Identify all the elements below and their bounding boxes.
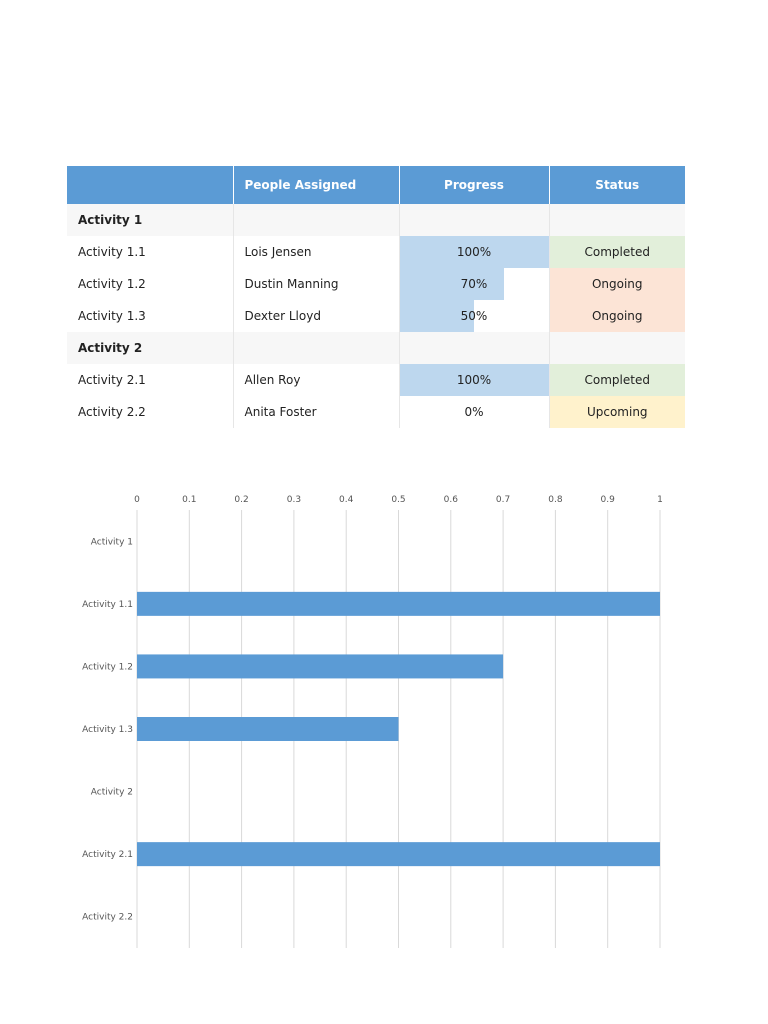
table-row: Activity 1.3 Dexter Lloyd 50% Ongoing	[67, 300, 685, 332]
activity-name: Activity 2.1	[67, 364, 234, 396]
x-tick-label: 0.4	[339, 495, 354, 505]
group-empty-cell	[233, 204, 400, 236]
progress-fill	[399, 300, 474, 332]
table-row: Activity 2.2 Anita Foster 0% Upcoming	[67, 396, 685, 428]
progress-fill	[399, 364, 549, 396]
progress-cell: 100%	[399, 364, 550, 396]
group-row: Activity 2	[67, 332, 685, 364]
group-name: Activity 2	[67, 332, 234, 364]
header-activity	[67, 166, 234, 204]
group-empty-cell	[549, 204, 685, 236]
header-progress: Progress	[399, 166, 550, 204]
status-badge: Upcoming	[549, 396, 685, 428]
y-category-label: Activity 1.2	[82, 662, 133, 672]
person-assigned: Lois Jensen	[233, 236, 400, 268]
progress-label: 50%	[460, 309, 488, 323]
activity-name: Activity 1.2	[67, 268, 234, 300]
status-badge: Completed	[549, 364, 685, 396]
table-header-row: People Assigned Progress Status	[67, 166, 685, 204]
y-category-label: Activity 1.1	[82, 600, 133, 610]
progress-label: 100%	[456, 373, 492, 387]
person-assigned: Dustin Manning	[233, 268, 400, 300]
group-empty-cell	[399, 204, 550, 236]
progress-cell: 70%	[399, 268, 550, 300]
table-row: Activity 1.2 Dustin Manning 70% Ongoing	[67, 268, 685, 300]
activity-name: Activity 1.1	[67, 236, 234, 268]
group-row: Activity 1	[67, 204, 685, 236]
x-tick-label: 0.5	[391, 495, 405, 505]
header-status: Status	[549, 166, 685, 204]
group-empty-cell	[399, 332, 550, 364]
y-category-label: Activity 2.2	[82, 913, 133, 923]
table-row: Activity 2.1 Allen Roy 100% Completed	[67, 364, 685, 396]
bar	[137, 842, 660, 867]
group-name: Activity 1	[67, 204, 234, 236]
person-assigned: Anita Foster	[233, 396, 400, 428]
person-assigned: Dexter Lloyd	[233, 300, 400, 332]
y-category-label: Activity 2.1	[82, 850, 133, 860]
y-category-label: Activity 2	[91, 788, 133, 798]
progress-fill	[399, 236, 549, 268]
progress-label: 0%	[464, 405, 484, 419]
x-tick-label: 1	[657, 495, 663, 505]
activity-table: People Assigned Progress Status Activity…	[67, 166, 685, 428]
activity-name: Activity 2.2	[67, 396, 234, 428]
group-empty-cell	[233, 332, 400, 364]
x-tick-label: 0.9	[601, 495, 616, 505]
x-tick-label: 0.2	[234, 495, 248, 505]
progress-label: 100%	[456, 245, 492, 259]
progress-cell: 50%	[399, 300, 550, 332]
x-tick-label: 0.7	[496, 495, 510, 505]
x-tick-label: 0.1	[182, 495, 196, 505]
person-assigned: Allen Roy	[233, 364, 400, 396]
x-tick-label: 0.8	[548, 495, 563, 505]
progress-bar-chart: 0 0.1 0.2 0.3 0.4 0.5 0.6 0.7 0.8 0.9 1 Activity 1 A…	[82, 495, 663, 948]
bar	[137, 654, 504, 679]
y-category-label: Activity 1.3	[82, 725, 133, 735]
progress-cell: 0%	[399, 396, 550, 428]
x-tick-label: 0.3	[287, 495, 301, 505]
table-row: Activity 1.1 Lois Jensen 100% Completed	[67, 236, 685, 268]
x-tick-label: 0.6	[444, 495, 459, 505]
progress-label: 70%	[460, 277, 488, 291]
status-badge: Ongoing	[549, 268, 685, 300]
group-empty-cell	[549, 332, 685, 364]
header-people-assigned: People Assigned	[233, 166, 400, 204]
y-category-label: Activity 1	[91, 537, 133, 547]
bar	[137, 591, 660, 616]
progress-cell: 100%	[399, 236, 550, 268]
x-tick-label: 0	[134, 495, 140, 505]
status-badge: Ongoing	[549, 300, 685, 332]
bar	[137, 717, 399, 741]
status-badge: Completed	[549, 236, 685, 268]
progress-fill	[399, 268, 504, 300]
activity-name: Activity 1.3	[67, 300, 234, 332]
